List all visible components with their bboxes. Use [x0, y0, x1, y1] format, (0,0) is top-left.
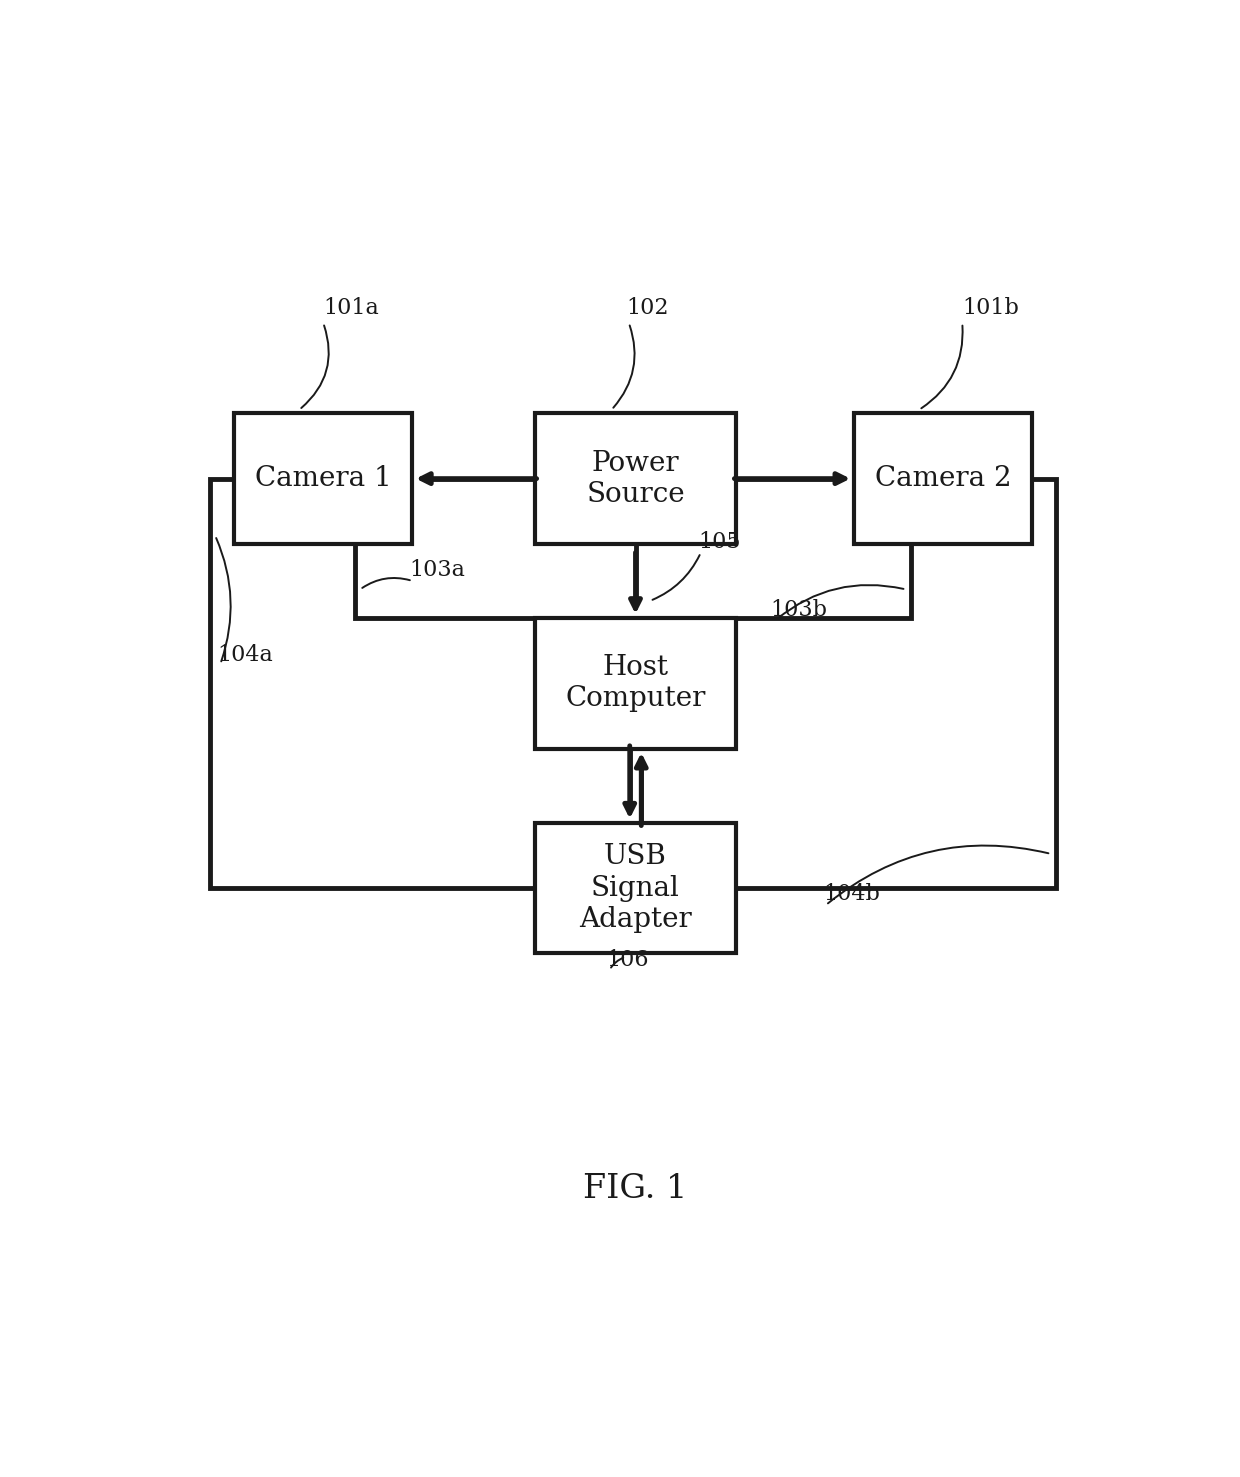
- Text: 105: 105: [698, 530, 740, 552]
- Text: 101a: 101a: [324, 297, 379, 319]
- Text: Host
Computer: Host Computer: [565, 654, 706, 712]
- Text: Camera 1: Camera 1: [254, 465, 392, 492]
- Bar: [234, 414, 412, 544]
- Text: 104b: 104b: [823, 883, 879, 905]
- Text: 102: 102: [626, 297, 668, 319]
- Text: 106: 106: [606, 950, 650, 970]
- Text: 101b: 101b: [962, 297, 1019, 319]
- Text: 103b: 103b: [770, 598, 827, 620]
- Text: Power
Source: Power Source: [587, 449, 684, 508]
- Text: 103a: 103a: [409, 558, 465, 580]
- Bar: [534, 617, 737, 749]
- Text: FIG. 1: FIG. 1: [583, 1173, 688, 1205]
- Text: USB
Signal
Adapter: USB Signal Adapter: [579, 843, 692, 933]
- Bar: [854, 414, 1032, 544]
- Text: Camera 2: Camera 2: [874, 465, 1012, 492]
- Text: 104a: 104a: [217, 644, 273, 666]
- Bar: [534, 823, 737, 954]
- Bar: [534, 414, 737, 544]
